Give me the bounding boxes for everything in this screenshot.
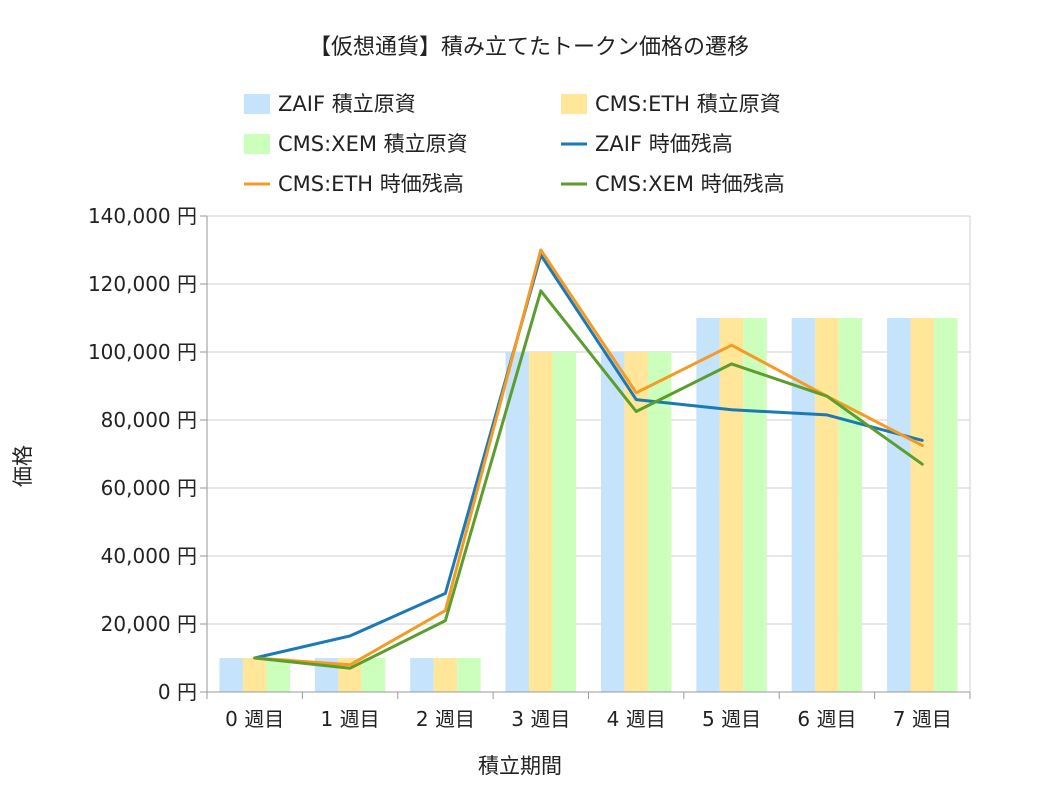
y-tick-label: 60,000 円 <box>101 476 197 500</box>
x-tick-label: 7 週目 <box>893 707 952 731</box>
bar <box>910 318 935 692</box>
bar <box>433 658 458 692</box>
legend-label: CMS:XEM 時価残高 <box>595 172 785 196</box>
y-tick-label: 40,000 円 <box>101 544 197 568</box>
series-line <box>253 248 924 667</box>
bar <box>219 658 243 692</box>
bar <box>887 318 911 692</box>
y-tick-label: 140,000 円 <box>88 204 197 228</box>
x-tick-label: 0 週目 <box>225 707 284 731</box>
bar <box>815 318 839 692</box>
x-tick-label: 6 週目 <box>797 707 856 731</box>
bars <box>219 318 958 692</box>
axes <box>206 216 971 699</box>
x-tick-label: 4 週目 <box>607 707 666 731</box>
bar <box>361 658 386 692</box>
bar <box>552 352 577 692</box>
bar <box>719 318 744 692</box>
bar <box>696 318 720 692</box>
legend-swatch <box>244 134 270 154</box>
bar <box>838 318 863 692</box>
bar <box>934 318 958 692</box>
legend-swatch <box>561 94 587 114</box>
y-tick-label: 80,000 円 <box>101 408 197 432</box>
x-tick-label: 2 週目 <box>416 707 475 731</box>
y-tick-label: 120,000 円 <box>88 272 197 296</box>
y-tick-label: 0 円 <box>158 680 197 704</box>
x-tick-labels: 0 週目 1 週目 2 週目 3 週目 4 週目 5 週目 6 週目 7 週目 <box>225 707 952 731</box>
bar <box>457 658 481 692</box>
bar <box>505 352 530 692</box>
y-tick-label: 20,000 円 <box>101 612 197 636</box>
legend-label: ZAIF 時価残高 <box>595 132 733 156</box>
bar <box>647 352 672 692</box>
bar <box>529 352 553 692</box>
series-line <box>253 289 924 670</box>
x-tick-label: 5 週目 <box>702 707 761 731</box>
bar <box>624 352 648 692</box>
bar <box>266 658 290 692</box>
bar <box>600 352 625 692</box>
y-axis-title: 価格 <box>11 445 35 487</box>
legend-label: CMS:XEM 積立原資 <box>278 132 468 156</box>
bar <box>242 658 267 692</box>
series-line <box>253 253 924 660</box>
chart-title: 【仮想通貨】積み立てたトークン価格の遷移 <box>309 35 749 60</box>
legend: ZAIF 積立原資 CMS:ETH 積立原資 CMS:XEM 積立原資 ZAIF 時価… <box>244 92 785 196</box>
x-tick-label: 1 週目 <box>321 707 380 731</box>
y-tick-labels: 0 円 20,000 円 40,000 円 60,000 円 80,000 円 100,0… <box>88 204 197 704</box>
legend-label: CMS:ETH 積立原資 <box>595 92 781 116</box>
x-axis-title: 積立期間 <box>478 754 562 778</box>
y-tick-label: 100,000 円 <box>88 340 197 364</box>
legend-swatch <box>244 94 270 114</box>
legend-label: ZAIF 積立原資 <box>278 92 416 116</box>
lines <box>253 248 924 670</box>
bar <box>410 658 434 692</box>
legend-label: CMS:ETH 時価残高 <box>278 172 464 196</box>
bar <box>791 318 816 692</box>
x-tick-label: 3 週目 <box>511 707 570 731</box>
